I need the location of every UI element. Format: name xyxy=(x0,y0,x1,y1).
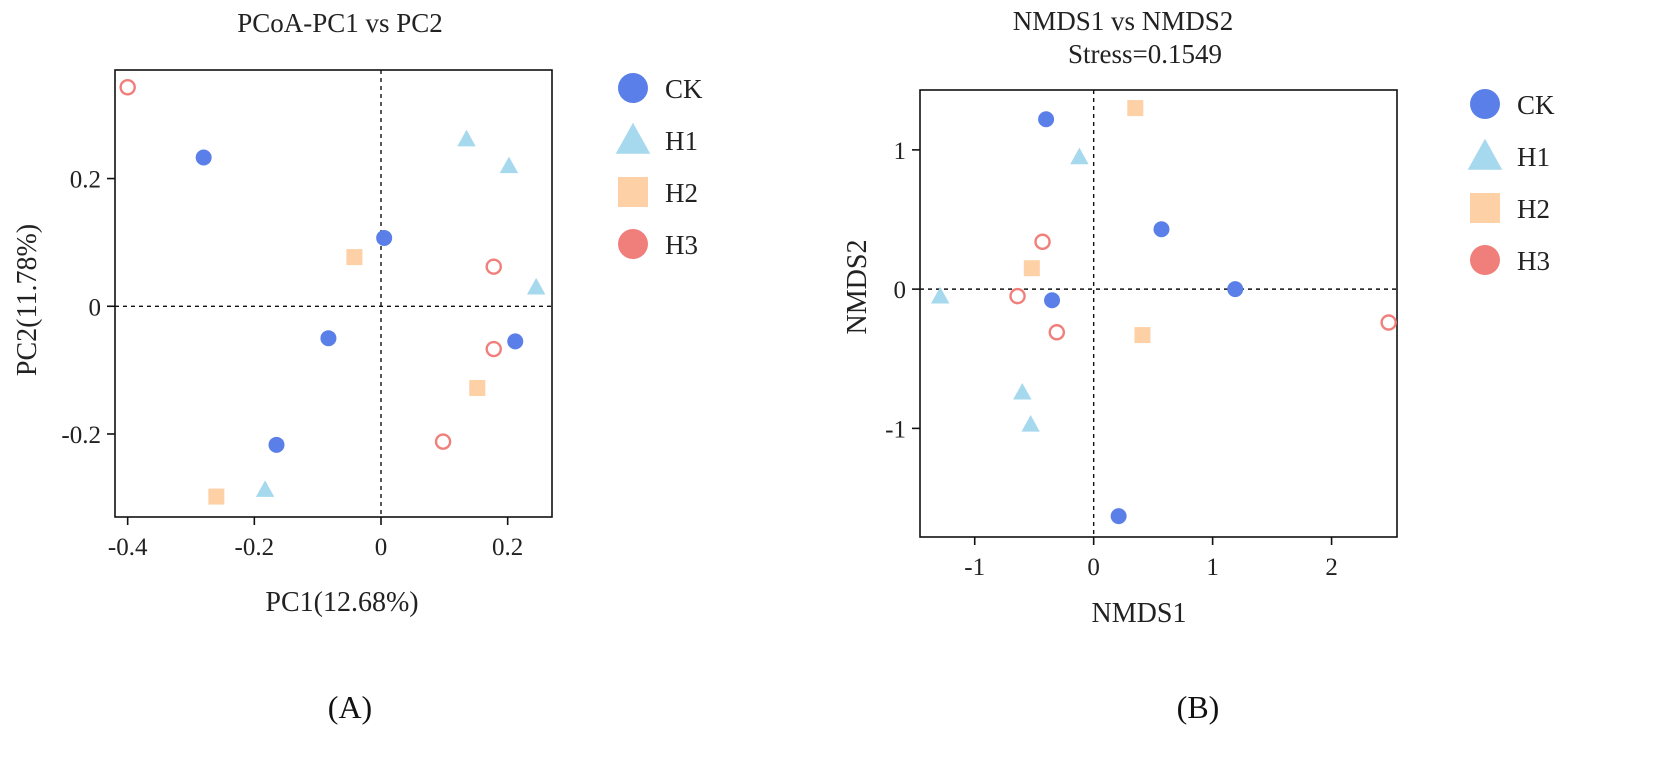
panel-b-zero-lines xyxy=(920,90,1397,537)
panel-a-x-tick-label: -0.2 xyxy=(235,534,275,561)
panel-b-x-tick-label: 1 xyxy=(1206,554,1219,581)
panel-a-y-tick-label: 0.2 xyxy=(70,167,101,194)
panel-b-y-axis-label: NMDS2 xyxy=(842,240,873,335)
panel-b-point-h1 xyxy=(931,286,950,304)
panel-b-y-tick-label: -1 xyxy=(885,416,906,443)
panel-a-point-ck xyxy=(320,330,337,347)
panel-b-point-h3 xyxy=(1034,233,1051,251)
panel-b-point-ck xyxy=(1038,111,1055,128)
panel-a-legend: CK H1 H2 H3 xyxy=(615,73,703,260)
panel-a-point-ck xyxy=(268,436,285,453)
panel-a-point-h3 xyxy=(434,433,452,450)
panel-a-ticks: -0.4 -0.2 0 0.2 0.2 0 -0.2 xyxy=(61,167,523,561)
panel-a-legend-marker-h3 xyxy=(618,229,648,259)
panel-a-legend-label-h1: H1 xyxy=(665,126,698,156)
panel-a-legend-label-ck: CK xyxy=(665,74,703,104)
panel-a-legend-label-h3: H3 xyxy=(665,230,698,260)
panel-a-point-h2 xyxy=(208,488,225,505)
panel-b-legend-label-ck: CK xyxy=(1517,90,1555,120)
panel-b-x-tick-label: 2 xyxy=(1325,554,1338,581)
panel-a-point-h2 xyxy=(469,380,486,397)
panel-a-label: (A) xyxy=(328,689,372,725)
panel-b-legend-label-h2: H2 xyxy=(1517,194,1550,224)
panel-b-legend-label-h3: H3 xyxy=(1517,246,1550,276)
panel-b-point-h3 xyxy=(1009,287,1026,305)
panel-b-label: (B) xyxy=(1177,689,1220,725)
panel-a-y-tick-label: 0 xyxy=(89,294,102,321)
panel-b-point-ck xyxy=(1153,221,1170,238)
panel-b-x-tick-label: -1 xyxy=(964,554,985,581)
panel-b-point-h2 xyxy=(1127,100,1144,117)
panel-a-y-tick-label: -0.2 xyxy=(61,422,101,449)
panel-b-plot-frame xyxy=(919,89,1398,538)
panel-b-title: NMDS1 vs NMDS2 xyxy=(1013,6,1234,36)
panel-a-plot-frame xyxy=(114,69,553,518)
panel-b-legend-marker-h3 xyxy=(1470,245,1500,275)
panel-a-points xyxy=(119,79,546,505)
panel-b-x-axis-label: NMDS1 xyxy=(1092,598,1187,629)
panel-a-point-h1 xyxy=(255,480,275,497)
panel-b-legend: CK H1 H2 H3 xyxy=(1467,89,1555,276)
panel-b-ticks: -1 0 1 2 1 0 -1 xyxy=(885,138,1338,581)
panel-b-x-tick-label: 0 xyxy=(1087,554,1100,581)
panel-a-point-ck xyxy=(507,333,524,350)
panel-a-pcoa: PCoA-PC1 vs PC2 -0.4 -0.2 0 0.2 0.2 0 -0.2 PC1… xyxy=(12,8,703,725)
panel-a-point-ck xyxy=(195,149,212,166)
panel-a-point-h1 xyxy=(526,277,546,295)
panel-a-point-h3 xyxy=(119,79,136,96)
panel-b-point-ck xyxy=(1044,292,1061,309)
panel-a-legend-marker-ck xyxy=(618,73,648,103)
panel-a-x-tick-label: -0.4 xyxy=(108,534,148,561)
panel-a-y-axis-label: PC2(11.78%) xyxy=(12,224,43,376)
panel-a-legend-marker-h1 xyxy=(615,122,651,154)
panel-b-point-h1 xyxy=(1070,147,1089,165)
panel-b-legend-marker-h1 xyxy=(1467,138,1503,170)
panel-b-point-h3 xyxy=(1048,324,1066,341)
panel-b-y-tick-label: 0 xyxy=(894,277,907,304)
panel-a-point-h3 xyxy=(485,258,502,275)
panel-b-legend-marker-h2 xyxy=(1470,193,1500,223)
panel-b-point-ck xyxy=(1227,281,1244,298)
panel-b-point-h2 xyxy=(1023,260,1040,277)
panel-b-point-h2 xyxy=(1134,327,1151,344)
panel-b-points xyxy=(931,100,1397,525)
panel-a-legend-marker-h2 xyxy=(618,177,648,207)
panel-a-x-tick-label: 0 xyxy=(375,534,388,561)
panel-a-x-tick-label: 0.2 xyxy=(492,534,523,561)
panel-a-title: PCoA-PC1 vs PC2 xyxy=(237,8,443,38)
panel-a-legend-label-h2: H2 xyxy=(665,178,698,208)
panel-b-point-h1 xyxy=(1021,415,1040,432)
panel-a-zero-lines xyxy=(115,70,552,517)
panel-b-point-ck xyxy=(1110,508,1127,525)
panel-b-y-tick-label: 1 xyxy=(894,138,907,165)
panel-a-point-ck xyxy=(376,229,393,246)
panel-b-subtitle: Stress=0.1549 xyxy=(1068,39,1222,69)
panel-b-point-h1 xyxy=(1013,382,1032,400)
panel-a-x-axis-label: PC1(12.68%) xyxy=(265,587,418,618)
panel-a-point-h3 xyxy=(485,340,502,358)
panel-a-point-h1 xyxy=(499,156,519,174)
panel-a-point-h1 xyxy=(457,129,476,147)
panel-b-legend-marker-ck xyxy=(1470,89,1500,119)
panel-b-legend-label-h1: H1 xyxy=(1517,142,1550,172)
panel-b-point-h3 xyxy=(1380,314,1397,331)
panel-a-point-h2 xyxy=(346,249,363,266)
panel-b-nmds: NMDS1 vs NMDS2 Stress=0.1549 -1 0 1 2 1 0 -1 N… xyxy=(842,6,1555,725)
